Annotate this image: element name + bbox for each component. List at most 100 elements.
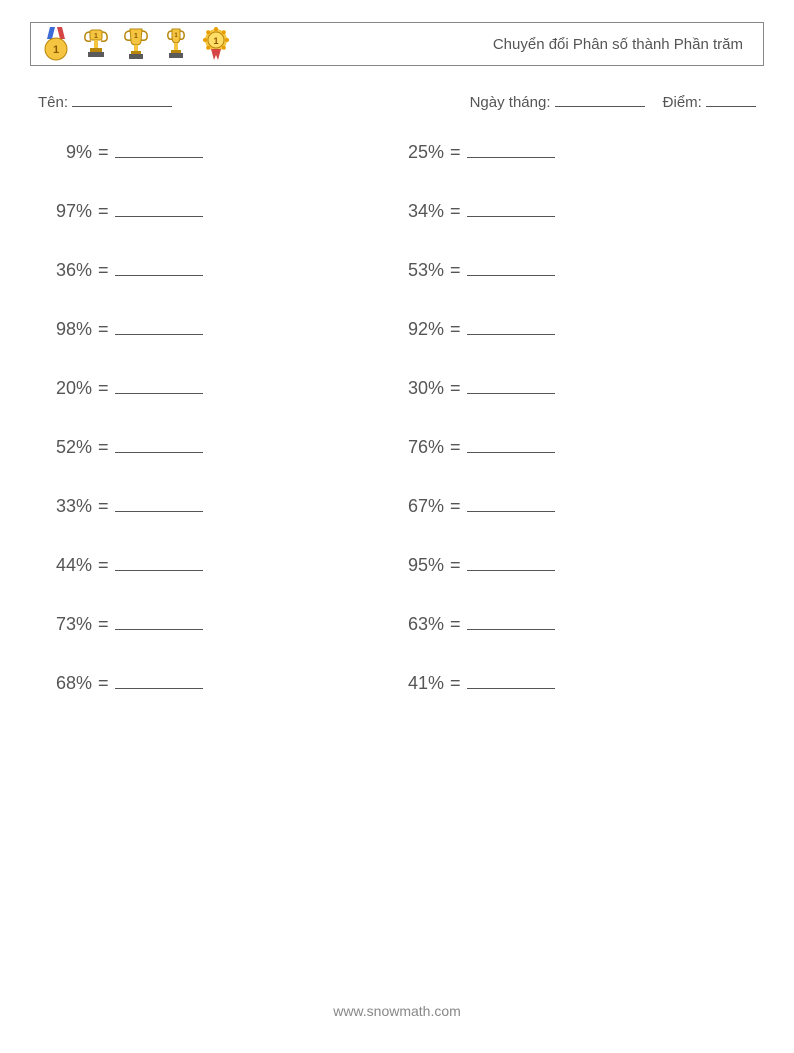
answer-blank[interactable] bbox=[467, 671, 555, 689]
problems-grid: 9% = 25% = 97% = 34% = 36% = 53% = bbox=[38, 140, 756, 694]
equals-sign: = bbox=[96, 496, 115, 517]
footer-url: www.snowmath.com bbox=[0, 1003, 794, 1019]
problem-item: 97% = bbox=[38, 199, 388, 222]
percent-value: 36% bbox=[38, 260, 96, 281]
answer-blank[interactable] bbox=[467, 199, 555, 217]
percent-value: 30% bbox=[390, 378, 448, 399]
equals-sign: = bbox=[96, 614, 115, 635]
percent-value: 20% bbox=[38, 378, 96, 399]
equals-sign: = bbox=[448, 496, 467, 517]
info-row: Tên: Ngày tháng: Điểm: bbox=[38, 92, 756, 111]
score-blank[interactable] bbox=[706, 92, 756, 107]
problem-item: 9% = bbox=[38, 140, 388, 163]
problem-item: 92% = bbox=[390, 317, 740, 340]
answer-blank[interactable] bbox=[467, 317, 555, 335]
answer-blank[interactable] bbox=[115, 553, 203, 571]
percent-value: 95% bbox=[390, 555, 448, 576]
equals-sign: = bbox=[448, 437, 467, 458]
percent-value: 76% bbox=[390, 437, 448, 458]
problem-item: 34% = bbox=[390, 199, 740, 222]
equals-sign: = bbox=[96, 201, 115, 222]
equals-sign: = bbox=[96, 142, 115, 163]
score-label: Điểm: bbox=[663, 94, 702, 111]
answer-blank[interactable] bbox=[115, 258, 203, 276]
problem-item: 20% = bbox=[38, 376, 388, 399]
equals-sign: = bbox=[96, 319, 115, 340]
percent-value: 67% bbox=[390, 496, 448, 517]
answer-blank[interactable] bbox=[467, 612, 555, 630]
problem-item: 53% = bbox=[390, 258, 740, 281]
trophy-icon: 1 bbox=[161, 27, 191, 61]
equals-sign: = bbox=[448, 260, 467, 281]
answer-blank[interactable] bbox=[467, 435, 555, 453]
equals-sign: = bbox=[96, 555, 115, 576]
medal-rosette-icon: 1 bbox=[201, 27, 231, 61]
percent-value: 25% bbox=[390, 142, 448, 163]
equals-sign: = bbox=[448, 614, 467, 635]
svg-text:1: 1 bbox=[213, 36, 218, 46]
trophy-icon: 1 bbox=[121, 27, 151, 61]
date-label: Ngày tháng: bbox=[470, 94, 551, 111]
percent-value: 52% bbox=[38, 437, 96, 458]
answer-blank[interactable] bbox=[115, 317, 203, 335]
problem-item: 33% = bbox=[38, 494, 388, 517]
answer-blank[interactable] bbox=[467, 494, 555, 512]
svg-text:1: 1 bbox=[53, 44, 59, 56]
percent-value: 63% bbox=[390, 614, 448, 635]
problem-item: 52% = bbox=[38, 435, 388, 458]
equals-sign: = bbox=[448, 142, 467, 163]
percent-value: 98% bbox=[38, 319, 96, 340]
answer-blank[interactable] bbox=[115, 376, 203, 394]
answer-blank[interactable] bbox=[115, 494, 203, 512]
answer-blank[interactable] bbox=[467, 376, 555, 394]
percent-value: 9% bbox=[38, 142, 96, 163]
equals-sign: = bbox=[96, 378, 115, 399]
answer-blank[interactable] bbox=[467, 553, 555, 571]
answer-blank[interactable] bbox=[115, 612, 203, 630]
date-blank[interactable] bbox=[555, 92, 645, 107]
equals-sign: = bbox=[448, 673, 467, 694]
percent-value: 44% bbox=[38, 555, 96, 576]
equals-sign: = bbox=[448, 201, 467, 222]
trophy-icon: 1 bbox=[81, 27, 111, 61]
problem-item: 98% = bbox=[38, 317, 388, 340]
problem-item: 67% = bbox=[390, 494, 740, 517]
medal-icon: 1 bbox=[41, 27, 71, 61]
date-field: Ngày tháng: bbox=[470, 92, 645, 111]
score-field: Điểm: bbox=[663, 92, 756, 111]
problem-item: 63% = bbox=[390, 612, 740, 635]
problem-item: 44% = bbox=[38, 553, 388, 576]
answer-blank[interactable] bbox=[467, 258, 555, 276]
answer-blank[interactable] bbox=[467, 140, 555, 158]
name-blank[interactable] bbox=[72, 92, 172, 107]
percent-value: 92% bbox=[390, 319, 448, 340]
answer-blank[interactable] bbox=[115, 140, 203, 158]
award-icons-row: 1 1 bbox=[41, 27, 231, 61]
header-box: 1 1 bbox=[30, 22, 764, 66]
problem-item: 95% = bbox=[390, 553, 740, 576]
percent-value: 97% bbox=[38, 201, 96, 222]
percent-value: 73% bbox=[38, 614, 96, 635]
name-field: Tên: bbox=[38, 92, 470, 111]
problem-item: 25% = bbox=[390, 140, 740, 163]
percent-value: 34% bbox=[390, 201, 448, 222]
name-label: Tên: bbox=[38, 94, 68, 111]
percent-value: 41% bbox=[390, 673, 448, 694]
svg-text:1: 1 bbox=[94, 33, 98, 40]
answer-blank[interactable] bbox=[115, 671, 203, 689]
equals-sign: = bbox=[448, 319, 467, 340]
answer-blank[interactable] bbox=[115, 199, 203, 217]
equals-sign: = bbox=[448, 378, 467, 399]
problem-item: 30% = bbox=[390, 376, 740, 399]
equals-sign: = bbox=[448, 555, 467, 576]
problem-item: 36% = bbox=[38, 258, 388, 281]
equals-sign: = bbox=[96, 673, 115, 694]
svg-text:1: 1 bbox=[134, 33, 138, 40]
percent-value: 53% bbox=[390, 260, 448, 281]
percent-value: 68% bbox=[38, 673, 96, 694]
answer-blank[interactable] bbox=[115, 435, 203, 453]
equals-sign: = bbox=[96, 437, 115, 458]
problem-item: 41% = bbox=[390, 671, 740, 694]
percent-value: 33% bbox=[38, 496, 96, 517]
problem-item: 68% = bbox=[38, 671, 388, 694]
